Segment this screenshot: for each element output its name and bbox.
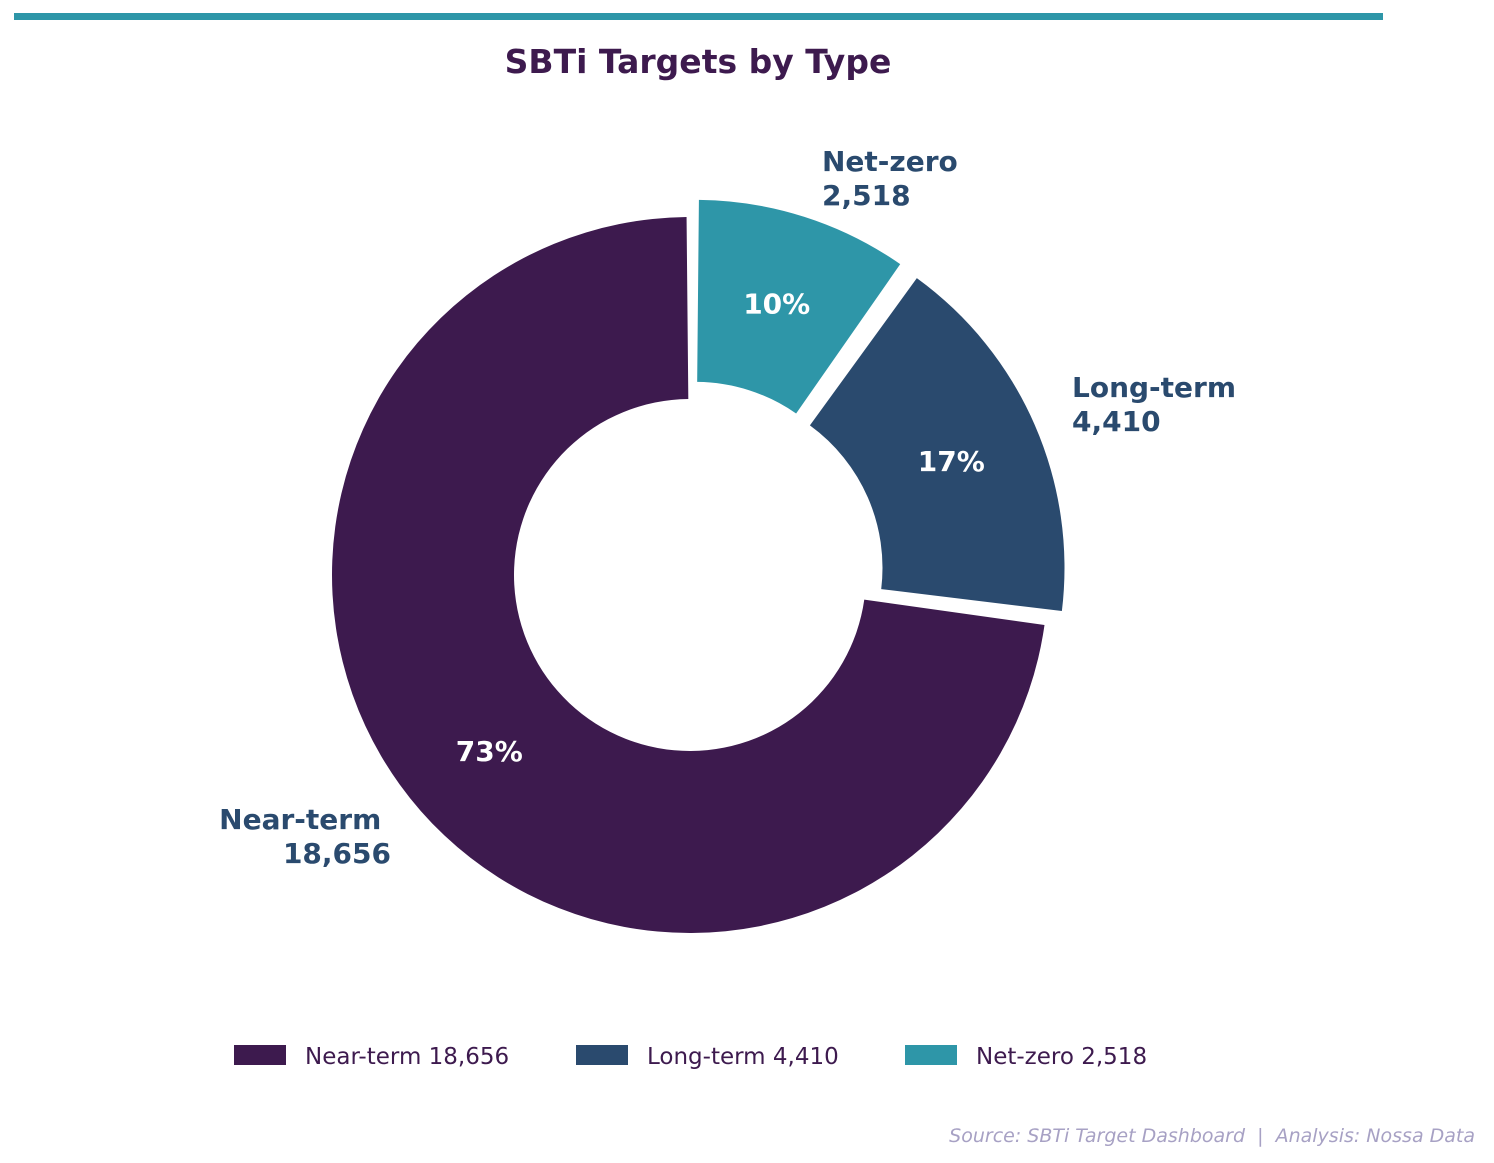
legend-label-long-term: Long-term 4,410 [647, 1044, 839, 1070]
legend: Near-term 18,656 Long-term 4,410 Net-zer… [234, 1044, 1147, 1070]
top-accent-bar [14, 13, 1383, 20]
outer-label-net-zero: Net-zero 2,518 [822, 145, 968, 212]
slice-near-term [331, 217, 1045, 934]
percent-labels: 10% 17% 73% [456, 288, 985, 769]
outer-label-net-zero-name: Net-zero [822, 145, 958, 178]
outer-label-near-term-value: 18,656 [283, 837, 391, 870]
legend-swatch-net-zero [905, 1045, 957, 1065]
chart-title: SBTi Targets by Type [505, 42, 892, 81]
legend-label-near-term: Near-term 18,656 [305, 1044, 509, 1070]
outer-label-net-zero-value: 2,518 [822, 179, 911, 212]
legend-label-net-zero: Net-zero 2,518 [976, 1044, 1147, 1070]
legend-swatch-near-term [234, 1045, 286, 1065]
outer-label-long-term: Long-term 4,410 [1072, 371, 1246, 438]
slice-net-zero [697, 199, 901, 414]
source-note: Source: SBTi Target Dashboard | Analysis… [949, 1125, 1475, 1147]
outer-label-near-term-name: Near-term [219, 803, 381, 836]
percent-label-near-term: 73% [456, 735, 523, 768]
outer-labels: Net-zero 2,518 Long-term 4,410 Near-term… [219, 145, 1246, 870]
slice-long-term [809, 278, 1065, 612]
percent-label-net-zero: 10% [743, 288, 810, 321]
outer-label-long-term-name: Long-term [1072, 371, 1236, 404]
percent-label-long-term: 17% [918, 445, 985, 478]
legend-swatch-long-term [576, 1045, 628, 1065]
outer-label-long-term-value: 4,410 [1072, 405, 1161, 438]
donut-slices [331, 199, 1065, 934]
outer-label-near-term: Near-term 18,656 [219, 803, 391, 870]
